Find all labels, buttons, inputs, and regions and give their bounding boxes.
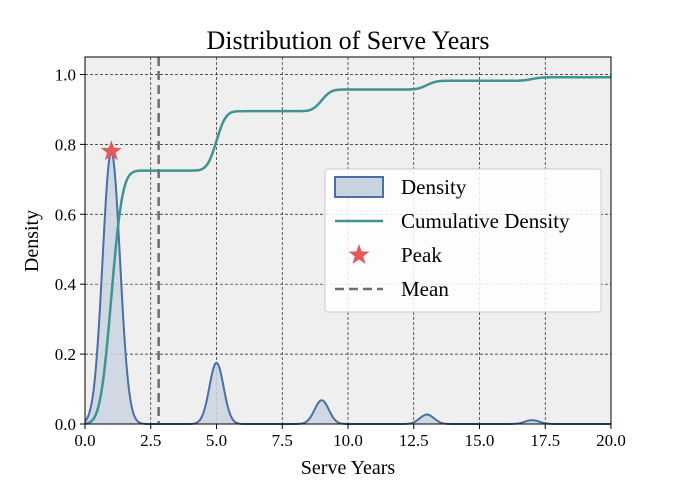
x-tick-label: 20.0 [596, 431, 626, 450]
y-axis-title: Density [21, 210, 43, 272]
x-tick-label: 15.0 [465, 431, 495, 450]
x-axis-title: Serve Years [301, 457, 396, 476]
x-tick-label: 17.5 [530, 431, 560, 450]
x-tick-label: 5.0 [206, 431, 227, 450]
legend-label-1: Density [401, 175, 467, 199]
y-tick-label: 0.0 [55, 415, 76, 434]
y-tick-label: 0.2 [55, 345, 76, 364]
x-tick-label: 10.0 [333, 431, 363, 450]
legend-label-3: Peak [401, 243, 442, 267]
chart-title: Distribution of Serve Years [206, 26, 489, 55]
legend-density-swatch [335, 177, 383, 197]
y-tick-label: 0.6 [55, 205, 76, 224]
legend-label-2: Cumulative Density [401, 209, 570, 233]
y-tick-label: 1.0 [55, 65, 76, 84]
x-tick-label: 0.0 [74, 431, 95, 450]
x-tick-label: 7.5 [272, 431, 293, 450]
legend: Density Cumulative Density Peak Mean [325, 169, 601, 312]
y-tick-label: 0.4 [55, 275, 77, 294]
y-tick-label: 0.8 [55, 135, 76, 154]
legend-label-4: Mean [401, 277, 449, 301]
x-tick-label: 2.5 [140, 431, 161, 450]
x-tick-label: 12.5 [399, 431, 429, 450]
